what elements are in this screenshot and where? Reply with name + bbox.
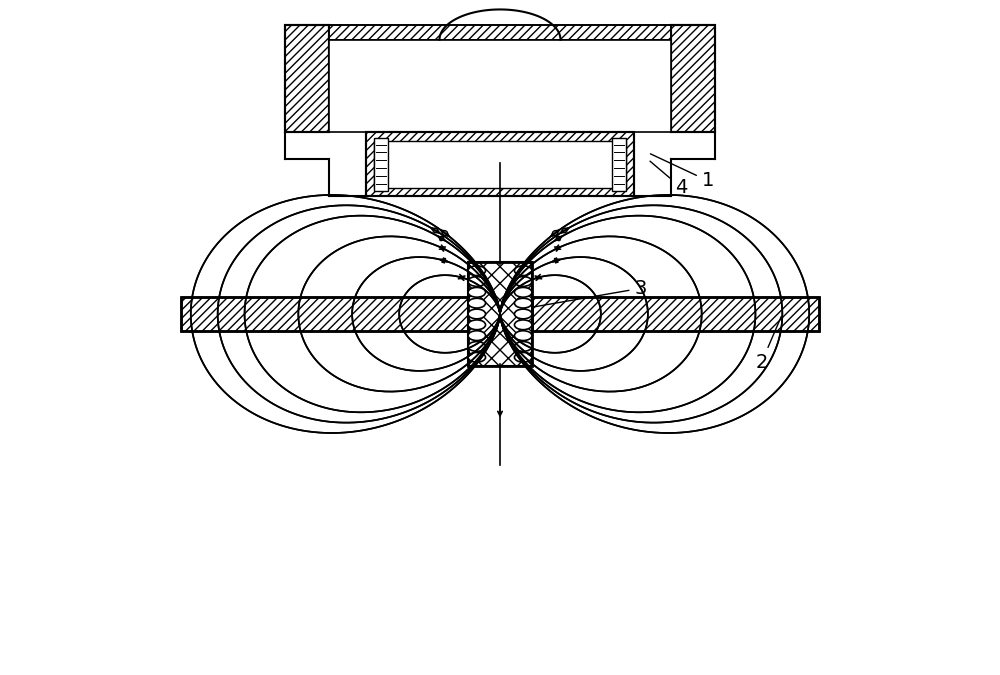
Ellipse shape xyxy=(468,331,486,340)
Ellipse shape xyxy=(514,277,532,286)
FancyBboxPatch shape xyxy=(285,25,329,132)
Bar xyxy=(468,262,532,366)
Ellipse shape xyxy=(468,288,486,297)
Ellipse shape xyxy=(514,298,532,308)
Ellipse shape xyxy=(468,309,486,319)
Bar xyxy=(468,262,532,366)
Bar xyxy=(374,140,626,188)
Ellipse shape xyxy=(514,320,532,329)
Ellipse shape xyxy=(468,298,486,308)
Text: 1: 1 xyxy=(650,154,714,190)
Ellipse shape xyxy=(468,342,486,351)
Ellipse shape xyxy=(514,331,532,340)
FancyBboxPatch shape xyxy=(181,297,468,331)
FancyBboxPatch shape xyxy=(329,25,671,40)
FancyBboxPatch shape xyxy=(366,132,634,196)
Text: 2: 2 xyxy=(755,317,781,372)
FancyBboxPatch shape xyxy=(671,25,715,132)
Ellipse shape xyxy=(514,342,532,351)
Ellipse shape xyxy=(468,266,486,275)
Bar xyxy=(374,138,388,191)
Ellipse shape xyxy=(514,352,532,362)
Ellipse shape xyxy=(468,320,486,329)
FancyBboxPatch shape xyxy=(532,297,819,331)
Bar xyxy=(612,138,626,191)
Ellipse shape xyxy=(514,309,532,319)
Ellipse shape xyxy=(468,352,486,362)
Ellipse shape xyxy=(514,266,532,275)
Text: 4: 4 xyxy=(650,161,687,197)
Text: 3: 3 xyxy=(535,279,647,306)
Ellipse shape xyxy=(514,288,532,297)
Bar xyxy=(329,40,671,132)
Ellipse shape xyxy=(468,277,486,286)
